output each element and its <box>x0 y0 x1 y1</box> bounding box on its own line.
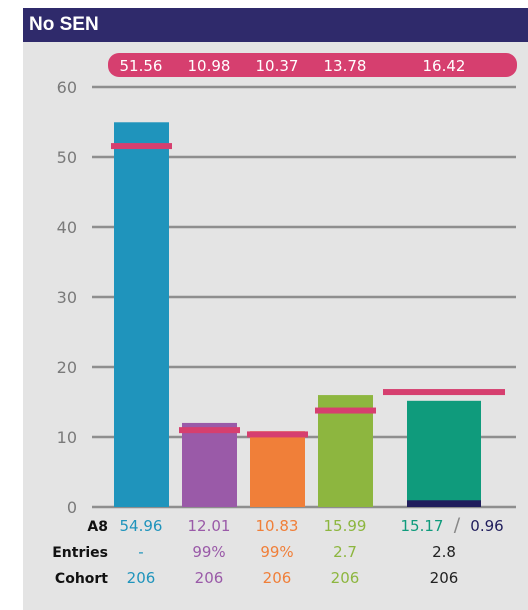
row-1-value-0: - <box>138 543 143 561</box>
y-tick-label-50: 50 <box>57 148 77 167</box>
row-2-value-4: 206 <box>430 569 459 587</box>
row-0-value-1: 12.01 <box>188 517 231 535</box>
row-1-value-1: 99% <box>192 543 225 561</box>
row-1-value-2: 99% <box>260 543 293 561</box>
bar-4 <box>407 400 481 507</box>
row-0-extra: 0.96 <box>470 517 503 535</box>
benchmark-marker-2 <box>247 431 308 438</box>
y-tick-label-30: 30 <box>57 288 77 307</box>
row-2-value-1: 206 <box>195 569 224 587</box>
benchmark-label-4: 16.42 <box>423 57 466 75</box>
row-0-value-4: 15.17 <box>401 517 444 535</box>
bar-sub-4 <box>407 500 481 507</box>
chart-panel <box>23 42 528 610</box>
bar-1 <box>182 422 237 507</box>
row-label-0: A8 <box>87 519 108 535</box>
y-tick-label-40: 40 <box>57 218 77 237</box>
bar-3 <box>318 395 373 507</box>
benchmark-label-3: 13.78 <box>324 57 367 75</box>
bar-2 <box>250 431 305 507</box>
row-0-value-0: 54.96 <box>120 517 163 535</box>
row-1-value-3: 2.7 <box>333 543 357 561</box>
row-0-value-2: 10.83 <box>256 517 299 535</box>
chart-title: No SEN <box>23 8 528 42</box>
benchmark-label-2: 10.37 <box>256 57 299 75</box>
y-tick-label-10: 10 <box>57 428 77 447</box>
benchmark-marker-3 <box>315 407 376 414</box>
benchmark-pill <box>108 53 517 77</box>
bar-0 <box>114 122 169 507</box>
row-2-value-3: 206 <box>331 569 360 587</box>
y-tick-label-60: 60 <box>57 78 77 97</box>
benchmark-label-1: 10.98 <box>188 57 231 75</box>
row-0-value-3: 15.99 <box>324 517 367 535</box>
row-2-value-0: 206 <box>127 569 156 587</box>
row-2-value-2: 206 <box>263 569 292 587</box>
benchmark-marker-1 <box>179 427 240 434</box>
row-1-value-4: 2.8 <box>432 543 456 561</box>
benchmark-marker-0 <box>111 143 172 150</box>
row-label-2: Cohort <box>55 571 108 587</box>
benchmark-marker-4 <box>383 389 505 396</box>
y-tick-label-0: 0 <box>67 498 77 517</box>
benchmark-label-0: 51.56 <box>120 57 163 75</box>
row-0-separator: / <box>454 514 461 536</box>
y-tick-label-20: 20 <box>57 358 77 377</box>
row-label-1: Entries <box>52 545 108 561</box>
